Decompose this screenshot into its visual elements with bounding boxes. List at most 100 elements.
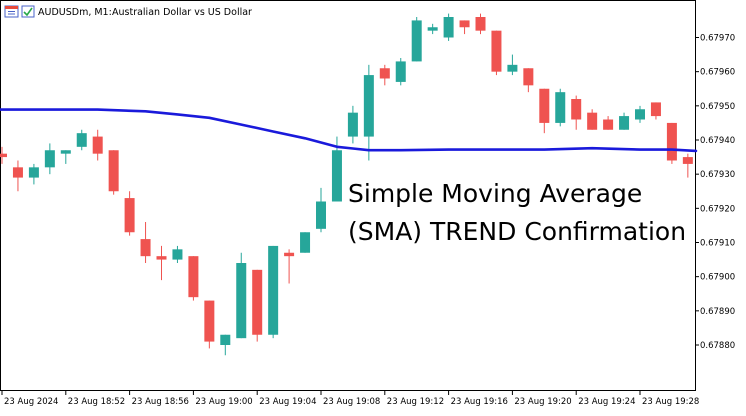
candle (555, 88, 566, 127)
candle (379, 64, 390, 86)
candle (587, 109, 598, 130)
candle-body (268, 245, 279, 335)
candle-body (427, 27, 438, 31)
candle (411, 17, 422, 62)
candle-body (220, 334, 231, 345)
candle-body (331, 150, 342, 202)
x-tick-label: 23 Aug 19:16 (451, 397, 508, 407)
candle (507, 54, 518, 76)
candle-body (108, 150, 119, 192)
candle (140, 222, 151, 263)
candle (220, 334, 231, 356)
symbol-description: Australian Dollar vs US Dollar (112, 7, 252, 18)
y-tick-label: 0.67950 (700, 102, 735, 112)
x-tick-label: 23 Aug 19:00 (195, 397, 252, 407)
candle-body (140, 239, 151, 257)
candle (539, 88, 550, 134)
candle-body (650, 102, 661, 117)
candle (635, 105, 645, 123)
candle-body (124, 198, 135, 233)
chart-window-icon[interactable] (4, 5, 19, 18)
y-tick-label: 0.67910 (700, 239, 735, 249)
candle-body (459, 20, 470, 28)
candle (491, 30, 502, 76)
candle (395, 58, 406, 86)
candle (475, 13, 486, 35)
candle-body (571, 99, 582, 120)
candle-body (300, 232, 311, 253)
y-tick-label: 0.67940 (700, 136, 735, 146)
annotation-line-2: (SMA) TREND Confirmation (348, 217, 686, 246)
candle-body (12, 167, 23, 178)
candle-body (204, 300, 215, 342)
chart-header: AUDUSDm, M1: Australian Dollar vs US Dol… (4, 5, 252, 18)
x-tick-label: 23 Aug 2024 (4, 397, 58, 407)
x-tick-label: 23 Aug 19:24 (578, 397, 635, 407)
candle-body (76, 133, 87, 147)
candle-body (666, 122, 677, 161)
symbol-timeframe: AUDUSDm, M1: (38, 7, 112, 18)
candle (156, 245, 167, 281)
plot-frame (0, 0, 696, 391)
candle (523, 68, 534, 93)
candle-body (172, 249, 183, 260)
x-tick-label: 23 Aug 19:28 (642, 397, 699, 407)
candle (0, 146, 7, 164)
candle-body (635, 109, 645, 120)
trading-icon[interactable] (21, 5, 35, 18)
x-tick-label: 23 Aug 18:56 (132, 397, 189, 407)
candle (12, 160, 23, 192)
candle-body (188, 256, 199, 298)
candle-body (491, 30, 502, 72)
annotation-line-1: Simple Moving Average (348, 179, 642, 208)
x-tick-label: 23 Aug 19:20 (514, 397, 571, 407)
candle-body (236, 263, 247, 339)
x-tick-label: 23 Aug 19:12 (387, 397, 444, 407)
candle-body (411, 20, 422, 62)
candle-body (443, 17, 454, 38)
y-tick-label: 0.67960 (700, 68, 735, 78)
time-axis: 23 Aug 2024 23 Aug 18:52 23 Aug 18:56 23 Au… (1, 391, 699, 407)
candle (316, 187, 326, 233)
candles (0, 13, 693, 356)
candle (682, 153, 693, 178)
candle-body (0, 153, 7, 158)
candle (44, 143, 55, 175)
candle-body (395, 61, 406, 82)
candle-body (92, 136, 103, 154)
candle-body (587, 112, 598, 130)
candle (619, 112, 630, 130)
y-tick-label: 0.67900 (700, 273, 735, 283)
candle (124, 191, 135, 236)
candle-body (523, 68, 534, 86)
candle-body (156, 256, 167, 260)
candle (108, 150, 119, 195)
candle (571, 95, 582, 130)
candle-body (252, 269, 263, 335)
candle-body (507, 64, 518, 72)
candle (76, 129, 87, 151)
candle-body (347, 112, 358, 137)
candle-body (284, 252, 295, 257)
candle (666, 122, 677, 164)
price-axis: 0.67970 0.67960 0.67950 0.67940 0.67930 0.679… (696, 34, 735, 351)
candle-body (475, 17, 486, 31)
y-tick-label: 0.67930 (700, 170, 735, 180)
candle (172, 245, 183, 263)
candle-body (44, 150, 55, 168)
candle (204, 300, 215, 349)
candle (650, 102, 661, 120)
candle (92, 129, 103, 161)
candle (603, 116, 614, 130)
candle (60, 150, 71, 164)
candle (443, 13, 454, 41)
candle-body (619, 116, 630, 130)
annotation: Simple Moving Average (SMA) TREND Confir… (348, 179, 686, 246)
candle-body (682, 157, 693, 164)
sma-line (0, 108, 698, 153)
candle (236, 252, 247, 339)
candle-body (363, 75, 374, 137)
candle (284, 249, 295, 284)
candle (427, 23, 438, 35)
